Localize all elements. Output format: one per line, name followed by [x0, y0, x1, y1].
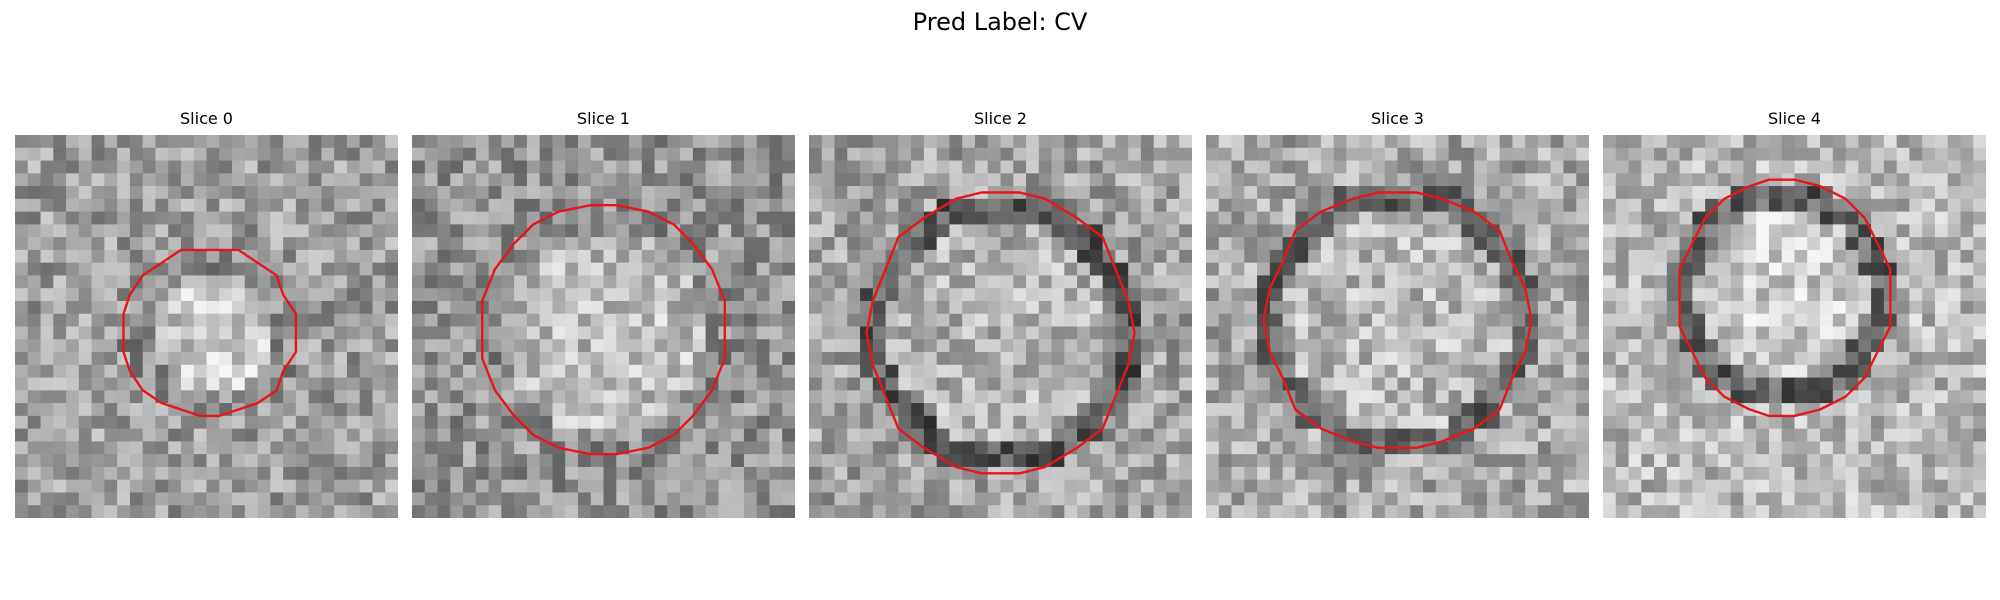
- slice-title: Slice 3: [1371, 109, 1424, 128]
- slice-title: Slice 0: [180, 109, 233, 128]
- segmentation-contour: [1262, 191, 1533, 449]
- slice-panel-4: Slice 4: [1603, 106, 1986, 518]
- pixel-grid: [1603, 135, 1986, 518]
- slice-panel-1: Slice 1: [412, 106, 795, 518]
- slice-title: Slice 2: [974, 109, 1027, 128]
- slice-title: Slice 4: [1768, 109, 1821, 128]
- pixel-grid: [15, 135, 398, 518]
- slice-image: [1206, 135, 1589, 518]
- pixel-grid: [809, 135, 1192, 518]
- slice-title: Slice 1: [577, 109, 630, 128]
- slice-image: [15, 135, 398, 518]
- figure-title: Pred Label: CV: [912, 8, 1088, 36]
- slice-image: [1603, 135, 1986, 518]
- segmentation-contour: [480, 203, 726, 456]
- slice-panel-3: Slice 3: [1206, 106, 1589, 518]
- segmentation-contour: [865, 191, 1136, 475]
- pixel-grid: [412, 135, 795, 518]
- segmentation-contour: [122, 248, 298, 418]
- slice-panel-0: Slice 0: [15, 106, 398, 518]
- pixel-grid: [1206, 135, 1589, 518]
- slice-image: [412, 135, 795, 518]
- segmentation-contour: [1678, 178, 1892, 418]
- slice-panel-2: Slice 2: [809, 106, 1192, 518]
- slice-image: [809, 135, 1192, 518]
